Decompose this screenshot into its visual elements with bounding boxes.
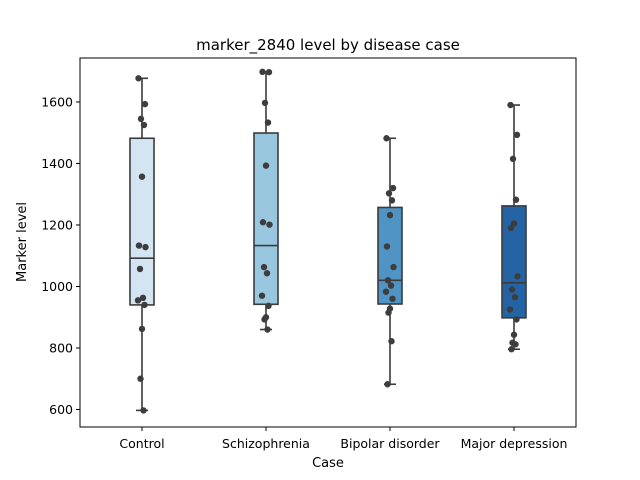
data-point: [385, 309, 392, 316]
data-point: [136, 265, 144, 273]
y-tick-label: 1200: [41, 217, 73, 232]
data-point: [260, 263, 268, 271]
data-point: [513, 316, 520, 323]
points-group-0: [134, 75, 149, 414]
box-iqr: [253, 132, 279, 306]
y-axis: 600 800 1000 1200 1400 1600: [41, 94, 80, 417]
chart-title: marker_2840 level by disease case: [196, 36, 460, 55]
data-point: [509, 155, 517, 163]
x-tick-label: Schizophrenia: [222, 436, 310, 451]
data-point: [265, 68, 273, 76]
data-point: [259, 219, 267, 226]
data-point: [513, 131, 521, 139]
data-point: [387, 282, 395, 289]
points-group-2: [382, 135, 397, 388]
data-point: [507, 101, 514, 109]
data-point: [388, 338, 395, 345]
data-point: [135, 242, 143, 249]
data-point: [137, 375, 144, 382]
box-iqr: [377, 206, 403, 305]
data-point: [142, 243, 149, 251]
data-point: [141, 100, 149, 108]
box-group-0: [129, 77, 155, 412]
data-point: [140, 407, 147, 414]
plot-frame: [79, 57, 577, 428]
data-point: [258, 292, 266, 299]
data-point: [264, 119, 272, 126]
data-point: [512, 196, 520, 203]
data-point: [263, 270, 271, 277]
data-point: [385, 190, 393, 197]
data-point: [510, 220, 518, 227]
x-tick-label: Control: [119, 436, 164, 451]
y-tick-label: 600: [49, 402, 73, 417]
data-point: [261, 316, 268, 323]
y-axis-label: Marker level: [15, 202, 30, 282]
data-point: [390, 263, 397, 271]
y-tick-label: 1400: [41, 156, 73, 171]
data-point: [508, 346, 515, 353]
box-group-2: [377, 137, 403, 386]
x-tick-label: Major depression: [461, 436, 568, 451]
box-group-1: [253, 71, 279, 331]
data-point: [264, 326, 271, 333]
data-point: [138, 173, 146, 180]
data-point: [507, 224, 515, 232]
data-point: [389, 295, 396, 302]
data-point: [382, 288, 390, 295]
y-tick-label: 1600: [41, 94, 73, 109]
data-point: [512, 341, 519, 348]
y-tick-label: 800: [49, 340, 73, 355]
data-point: [135, 75, 142, 82]
plot-area: [129, 68, 527, 414]
data-point: [265, 302, 272, 310]
data-point: [510, 331, 518, 338]
data-point: [134, 297, 142, 304]
data-point: [384, 381, 391, 388]
data-point: [383, 243, 391, 250]
data-point: [383, 135, 390, 142]
data-point: [388, 197, 396, 204]
data-point: [508, 286, 516, 293]
points-group-1: [258, 68, 273, 333]
x-axis: Control Schizophrenia Bipolar disorder Majo…: [119, 427, 567, 451]
data-point: [384, 277, 392, 284]
data-point: [386, 211, 394, 219]
y-tick-label: 1000: [41, 279, 73, 294]
points-group-3: [506, 101, 521, 353]
data-point: [139, 294, 147, 302]
data-point: [141, 301, 148, 309]
data-point: [138, 325, 146, 333]
data-point: [514, 273, 521, 280]
x-tick-label: Bipolar disorder: [340, 436, 440, 451]
data-point: [266, 221, 273, 228]
data-point: [140, 121, 148, 129]
x-axis-label: Case: [312, 456, 344, 471]
data-point: [259, 68, 266, 76]
data-point: [389, 184, 397, 192]
data-point: [262, 162, 270, 169]
data-point: [511, 294, 519, 301]
data-point: [506, 306, 514, 313]
box-iqr: [129, 137, 155, 306]
data-point: [261, 99, 269, 107]
data-point: [137, 115, 145, 123]
